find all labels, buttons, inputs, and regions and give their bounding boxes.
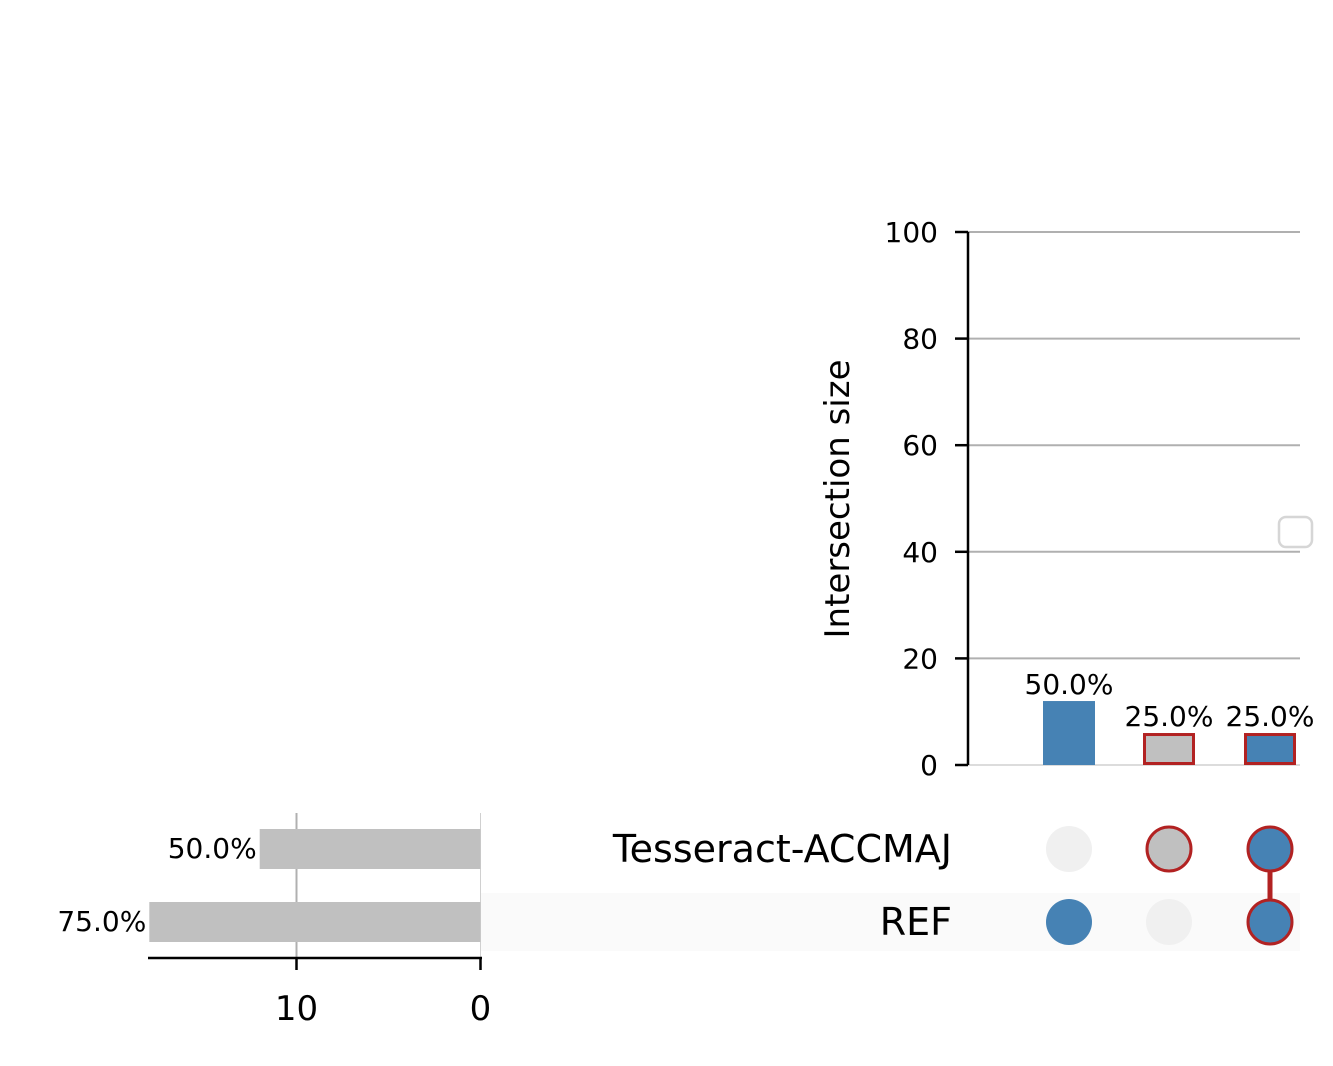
intersection-bar bbox=[1143, 733, 1195, 766]
matrix-dot-active bbox=[1046, 899, 1092, 945]
set-label: Tesseract-ACCMAJ bbox=[612, 827, 952, 871]
set-label: REF bbox=[880, 900, 952, 944]
intersection-bar bbox=[1043, 701, 1095, 765]
intersection-bar bbox=[1244, 733, 1296, 766]
y-tick-label: 20 bbox=[902, 642, 938, 675]
set-size-bar bbox=[259, 829, 481, 869]
intersection-bars bbox=[1043, 701, 1296, 766]
set-size-tick-label: 0 bbox=[470, 989, 492, 1029]
legend-box bbox=[1277, 515, 1314, 549]
matrix-dot-inactive bbox=[1046, 826, 1092, 872]
y-gridlines bbox=[968, 231, 1300, 766]
set-size-label: 50.0% bbox=[168, 832, 257, 865]
set-size-bar bbox=[149, 902, 481, 942]
y-tick-label: 80 bbox=[902, 323, 938, 356]
set-size-tick-label: 10 bbox=[275, 989, 318, 1029]
y-ticks: 0 20 40 60 80 100 bbox=[885, 216, 968, 782]
matrix-dot-inactive bbox=[1146, 899, 1192, 945]
y-tick-label: 0 bbox=[920, 749, 938, 782]
y-axis-label: Intersection size bbox=[818, 360, 858, 639]
intersection-bar-label: 50.0% bbox=[1025, 668, 1114, 701]
set-size-label: 75.0% bbox=[57, 905, 146, 938]
set-labels: Tesseract-ACCMAJ REF bbox=[612, 827, 952, 944]
intersection-bar-label: 25.0% bbox=[1125, 700, 1214, 733]
intersection-matrix bbox=[1046, 825, 1294, 946]
matrix-dot-active bbox=[1145, 825, 1193, 873]
matrix-dot-active bbox=[1246, 898, 1294, 946]
matrix-dot-active bbox=[1246, 825, 1294, 873]
y-tick-label: 60 bbox=[902, 429, 938, 462]
set-size-panel: 50.0% 75.0% 10 0 bbox=[57, 813, 491, 1029]
y-tick-label: 40 bbox=[902, 536, 938, 569]
y-tick-label: 100 bbox=[885, 216, 938, 249]
intersection-bar-labels: 50.0% 25.0% 25.0% bbox=[1025, 668, 1315, 733]
intersection-bar-label: 25.0% bbox=[1226, 700, 1315, 733]
